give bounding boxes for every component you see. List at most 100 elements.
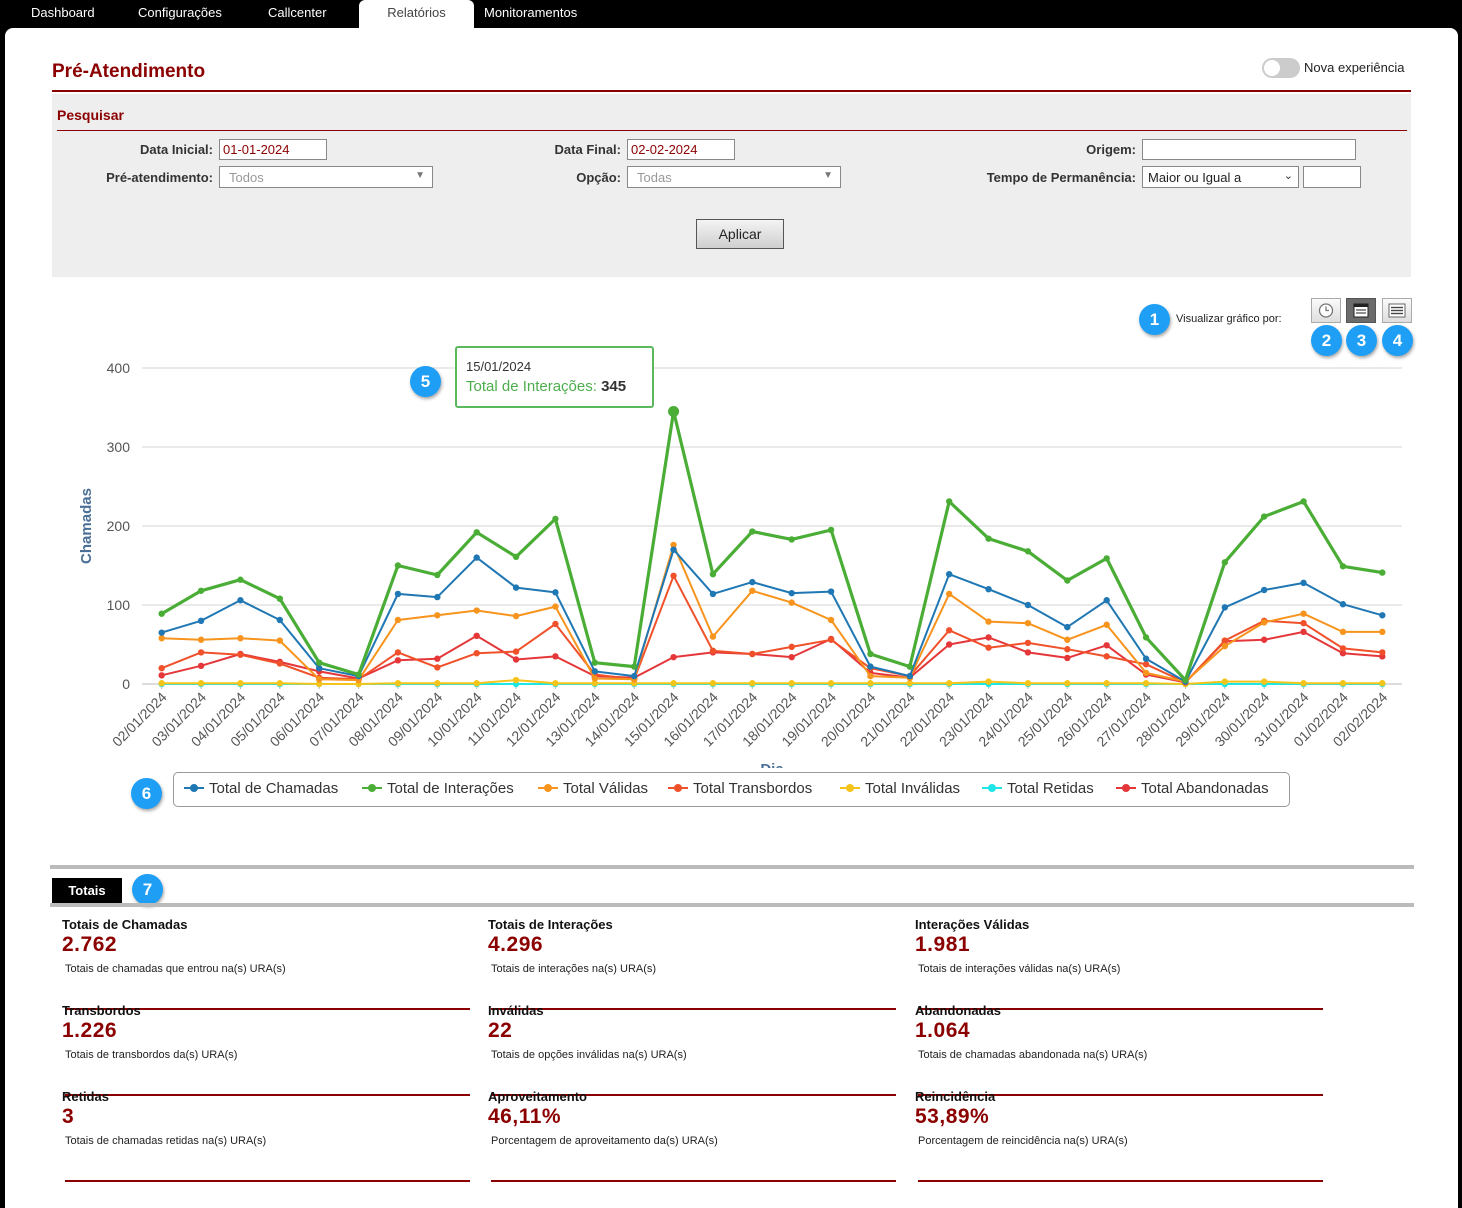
data-point: [1103, 680, 1110, 687]
legend-item[interactable]: Total Abandonadas: [1141, 780, 1269, 797]
data-point: [1064, 623, 1071, 631]
data-point: [1260, 678, 1268, 685]
list-view-icon: [1388, 303, 1406, 318]
legend-item[interactable]: Total de Interações: [387, 780, 514, 797]
card-title: Retidas: [62, 1089, 109, 1104]
legend-item[interactable]: Total Inválidas: [865, 780, 961, 797]
data-point: [1024, 548, 1032, 555]
card-title: Aproveitamento: [488, 1089, 587, 1104]
data-point: [158, 665, 165, 672]
toggle-label: Nova experiência: [1304, 60, 1405, 75]
tempo-permanencia-input[interactable]: [1303, 166, 1361, 188]
series-line: [161, 574, 1383, 684]
data-point: [945, 590, 953, 598]
tempo-permanencia-select[interactable]: Maior ou Igual a ⌄: [1142, 166, 1299, 188]
data-point: [867, 680, 874, 687]
data-point: [512, 553, 520, 561]
data-point: [630, 672, 638, 680]
data-inicial-input[interactable]: [219, 139, 327, 160]
new-experience-toggle[interactable]: [1262, 58, 1300, 78]
legend-item[interactable]: Total Válidas: [563, 780, 649, 797]
callout-badge-3: 3: [1346, 325, 1377, 356]
data-final-label: Data Final:: [554, 142, 621, 157]
line-chart: 010020030040002/01/202403/01/202404/01/2…: [78, 360, 1402, 768]
legend-dot-marker: [1122, 784, 1130, 792]
data-point: [906, 663, 914, 670]
page-title: Pré-Atendimento: [52, 61, 206, 82]
data-point: [906, 672, 914, 680]
data-point: [1024, 601, 1032, 609]
tooltip-date: 15/01/2024: [466, 359, 532, 374]
card-description: Totais de chamadas retidas na(s) URA(s): [65, 1135, 267, 1147]
totais-divider-bottom: [50, 903, 1414, 907]
legend-item[interactable]: Total de Chamadas: [209, 780, 339, 797]
data-point: [473, 632, 480, 640]
data-point: [394, 616, 402, 624]
data-point: [1221, 604, 1229, 611]
y-tick-label: 300: [107, 439, 131, 455]
data-point: [1260, 619, 1268, 626]
chart-legend: Total de Chamadas Total de Interações Tota…: [173, 772, 1290, 807]
nav-tab-configuracoes[interactable]: Configurações: [138, 5, 222, 20]
nav-tab-monitoramentos[interactable]: Monitoramentos: [484, 5, 578, 20]
data-point: [788, 589, 795, 597]
data-point: [827, 636, 835, 643]
data-point: [276, 616, 284, 624]
card-description: Totais de chamadas que entrou na(s) URA(…: [65, 963, 286, 975]
totais-tab[interactable]: Totais: [52, 878, 122, 903]
data-point: [552, 589, 559, 596]
callout-badge-1: 1: [1139, 304, 1170, 335]
tempo-permanencia-value: Maior ou Igual a: [1148, 170, 1242, 185]
data-point: [1024, 649, 1032, 656]
view-by-time-button[interactable]: [1311, 298, 1341, 323]
data-point: [197, 649, 205, 656]
data-point: [1142, 669, 1150, 677]
data-point: [315, 680, 323, 688]
opcao-select[interactable]: Todas ▼: [627, 166, 841, 188]
legend-dot-marker: [544, 784, 552, 792]
data-point: [237, 597, 244, 604]
data-point: [1339, 563, 1347, 570]
view-by-card-button[interactable]: [1346, 298, 1376, 323]
data-point: [394, 590, 402, 598]
legend-item[interactable]: Total Retidas: [1007, 780, 1094, 797]
card-value: 3: [62, 1105, 75, 1128]
card-description: Totais de opções inválidas na(s) URA(s): [491, 1049, 687, 1061]
data-point: [552, 680, 559, 687]
data-point: [867, 650, 874, 658]
search-divider: [57, 130, 1407, 131]
origem-input[interactable]: [1142, 139, 1356, 160]
data-point: [276, 660, 284, 667]
nav-tab-dashboard[interactable]: Dashboard: [31, 5, 95, 20]
opcao-label: Opção:: [576, 170, 621, 185]
nav-tab-callcenter[interactable]: Callcenter: [268, 5, 327, 20]
data-final-input[interactable]: [627, 139, 735, 160]
data-point: [1339, 645, 1347, 652]
data-point: [1379, 680, 1386, 687]
data-point: [394, 649, 402, 656]
data-point: [1339, 649, 1347, 657]
search-title: Pesquisar: [57, 107, 124, 123]
view-chart-by-label: Visualizar gráfico por:: [1176, 313, 1282, 325]
card-description: Porcentagem de aproveitamento da(s) URA(…: [491, 1135, 718, 1147]
legend-item[interactable]: Total Transbordos: [693, 780, 813, 797]
data-point: [197, 636, 205, 643]
card-divider: [65, 1094, 470, 1096]
totais-card: Retidas 3 Totais de chamadas retidas na(s)…: [62, 1089, 472, 1182]
data-point: [552, 620, 559, 628]
card-divider: [491, 1008, 896, 1010]
series-line: [161, 679, 1383, 685]
data-point: [670, 541, 677, 549]
nav-tab-relatorios[interactable]: Relatórios: [359, 0, 474, 28]
view-by-list-button[interactable]: [1382, 298, 1412, 323]
data-point: [945, 680, 953, 687]
card-divider: [65, 1180, 470, 1182]
card-value: 1.064: [915, 1019, 971, 1042]
data-point: [1142, 661, 1150, 668]
pre-atendimento-select[interactable]: Todos ▼: [219, 166, 433, 188]
y-tick-label: 100: [107, 597, 131, 613]
data-point: [709, 647, 717, 655]
data-point: [1300, 579, 1307, 587]
apply-button[interactable]: Aplicar: [696, 219, 784, 249]
title-divider: [52, 90, 1411, 92]
